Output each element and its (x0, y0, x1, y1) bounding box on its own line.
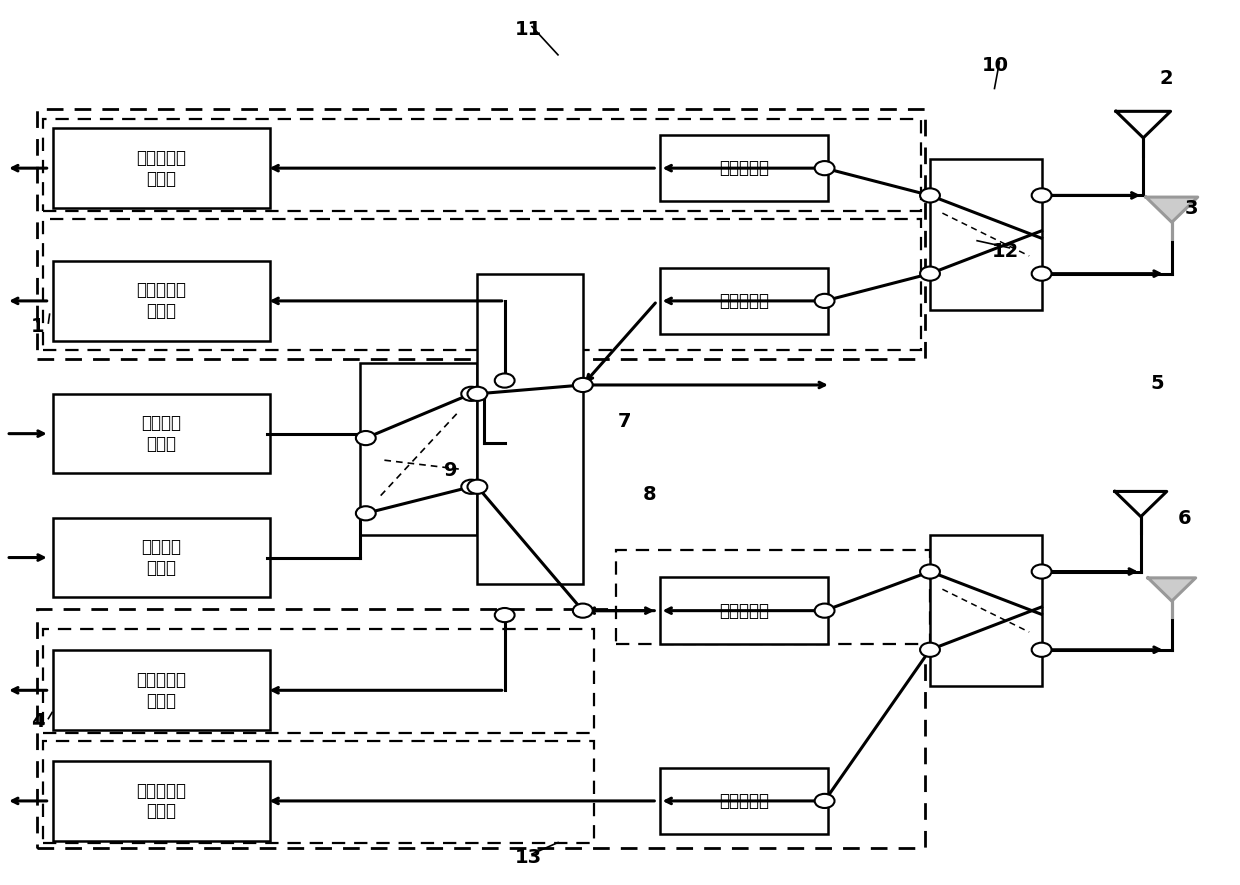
Text: 6: 6 (1178, 509, 1192, 528)
Circle shape (1032, 266, 1052, 281)
Circle shape (1032, 189, 1052, 203)
Circle shape (920, 565, 940, 579)
Text: 13: 13 (515, 848, 542, 867)
Circle shape (1032, 643, 1052, 657)
Text: 2: 2 (1159, 69, 1173, 88)
Circle shape (573, 378, 593, 392)
Circle shape (461, 387, 481, 401)
Text: 11: 11 (515, 20, 542, 40)
Text: 第三低噪声
放大器: 第三低噪声 放大器 (136, 149, 186, 188)
Bar (477, 274, 583, 584)
Polygon shape (1146, 197, 1198, 222)
Bar (660, 267, 828, 334)
Bar (660, 767, 828, 834)
Circle shape (815, 294, 835, 308)
Text: 第三滤波器: 第三滤波器 (719, 159, 769, 177)
Text: 10: 10 (982, 56, 1009, 75)
Circle shape (467, 480, 487, 494)
Bar (660, 577, 828, 644)
Text: 5: 5 (1151, 374, 1164, 394)
Bar (53, 261, 270, 341)
Circle shape (461, 480, 481, 494)
Text: 第二功率
放大器: 第二功率 放大器 (141, 538, 181, 577)
Bar (53, 650, 270, 730)
Bar (360, 363, 477, 535)
Text: 7: 7 (618, 412, 631, 431)
Bar (660, 135, 828, 201)
Text: 第一低噪声
放大器: 第一低噪声 放大器 (136, 281, 186, 320)
Bar (43, 219, 921, 350)
Polygon shape (1148, 578, 1195, 601)
Bar (616, 550, 930, 644)
Bar (930, 535, 1042, 686)
Text: 第二低噪声
放大器: 第二低噪声 放大器 (136, 671, 186, 710)
Text: 第一滤波器: 第一滤波器 (719, 292, 769, 310)
Text: 第一功率
放大器: 第一功率 放大器 (141, 414, 181, 453)
Text: 1: 1 (31, 317, 45, 336)
Circle shape (495, 373, 515, 388)
Bar (53, 394, 270, 473)
Bar (53, 761, 270, 841)
Circle shape (573, 604, 593, 618)
Bar (37, 609, 925, 848)
Text: 8: 8 (642, 485, 656, 504)
Circle shape (920, 643, 940, 657)
Text: 12: 12 (992, 242, 1019, 261)
Text: 4: 4 (31, 712, 45, 732)
Bar (43, 741, 594, 843)
Circle shape (815, 794, 835, 808)
Circle shape (815, 604, 835, 618)
Circle shape (495, 608, 515, 622)
Text: 第四低噪声
放大器: 第四低噪声 放大器 (136, 781, 186, 820)
Bar (53, 518, 270, 597)
Text: 第二滤波器: 第二滤波器 (719, 602, 769, 620)
Text: 第四滤波器: 第四滤波器 (719, 792, 769, 810)
Circle shape (920, 266, 940, 281)
Circle shape (920, 189, 940, 203)
Bar (53, 128, 270, 208)
Circle shape (356, 506, 376, 520)
Circle shape (356, 431, 376, 445)
Text: 3: 3 (1184, 199, 1198, 219)
Circle shape (467, 387, 487, 401)
Bar (930, 159, 1042, 310)
Bar (43, 119, 921, 211)
Circle shape (815, 161, 835, 175)
Bar (37, 109, 925, 359)
Text: 9: 9 (444, 461, 458, 481)
Bar (43, 629, 594, 733)
Circle shape (1032, 565, 1052, 579)
